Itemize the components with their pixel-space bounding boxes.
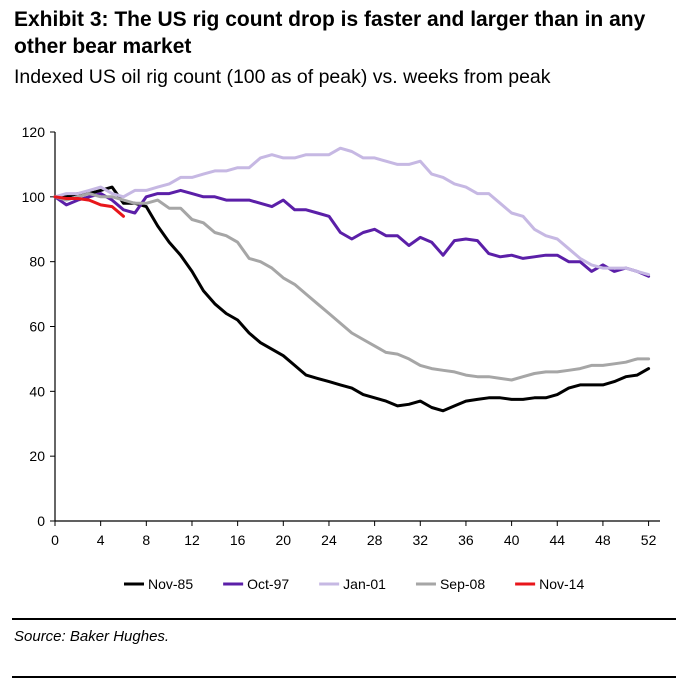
x-tick-label: 32 bbox=[412, 532, 428, 548]
x-tick-label: 24 bbox=[321, 532, 337, 548]
x-tick-label: 8 bbox=[142, 532, 150, 548]
series-line-oct-97 bbox=[53, 188, 651, 278]
legend-label: Jan-01 bbox=[343, 576, 386, 592]
legend-label: Oct-97 bbox=[247, 576, 289, 592]
chart-subtitle: Indexed US oil rig count (100 as of peak… bbox=[14, 66, 551, 88]
legend-item-jan-01: Jan-01 bbox=[319, 576, 386, 592]
x-tick-label: 0 bbox=[51, 532, 59, 548]
source-note: Source: Baker Hughes. bbox=[14, 628, 170, 645]
legend-item-nov-14: Nov-14 bbox=[515, 576, 584, 592]
x-tick-label: 44 bbox=[549, 532, 565, 548]
x-tick-label: 40 bbox=[504, 532, 520, 548]
y-tick-label: 80 bbox=[29, 254, 45, 270]
legend-label: Nov-14 bbox=[539, 576, 584, 592]
y-tick-label: 120 bbox=[22, 124, 46, 140]
y-tick-label: 40 bbox=[29, 383, 45, 399]
series-line-jan-01 bbox=[53, 146, 651, 277]
series-line-nov-85 bbox=[53, 185, 651, 413]
chart-title: Exhibit 3: The US rig count drop is fast… bbox=[14, 8, 646, 58]
x-tick-label: 16 bbox=[230, 532, 246, 548]
series-line-sep-08 bbox=[53, 192, 651, 382]
y-tick-label: 0 bbox=[37, 513, 45, 529]
legend-label: Nov-85 bbox=[148, 576, 193, 592]
footer-divider bbox=[12, 618, 676, 620]
series-line-nov-14 bbox=[53, 195, 125, 218]
legend-item-sep-08: Sep-08 bbox=[415, 576, 485, 592]
x-tick-label: 52 bbox=[641, 532, 657, 548]
legend-label: Sep-08 bbox=[440, 576, 485, 592]
x-tick-label: 48 bbox=[595, 532, 611, 548]
chart-legend: Nov-85 Oct-97 Jan-01 Sep-08 Nov-14 bbox=[124, 576, 584, 592]
chart-series bbox=[53, 146, 651, 413]
y-tick-label: 100 bbox=[22, 189, 46, 205]
x-tick-label: 4 bbox=[97, 532, 105, 548]
legend-item-oct-97: Oct-97 bbox=[223, 576, 289, 592]
x-tick-label: 36 bbox=[458, 532, 474, 548]
x-tick-label: 20 bbox=[276, 532, 292, 548]
x-tick-label: 28 bbox=[367, 532, 383, 548]
legend-item-nov-85: Nov-85 bbox=[124, 576, 193, 592]
x-tick-label: 12 bbox=[184, 532, 200, 548]
bottom-divider bbox=[12, 676, 676, 678]
y-tick-label: 20 bbox=[29, 448, 45, 464]
y-tick-label: 60 bbox=[29, 319, 45, 335]
